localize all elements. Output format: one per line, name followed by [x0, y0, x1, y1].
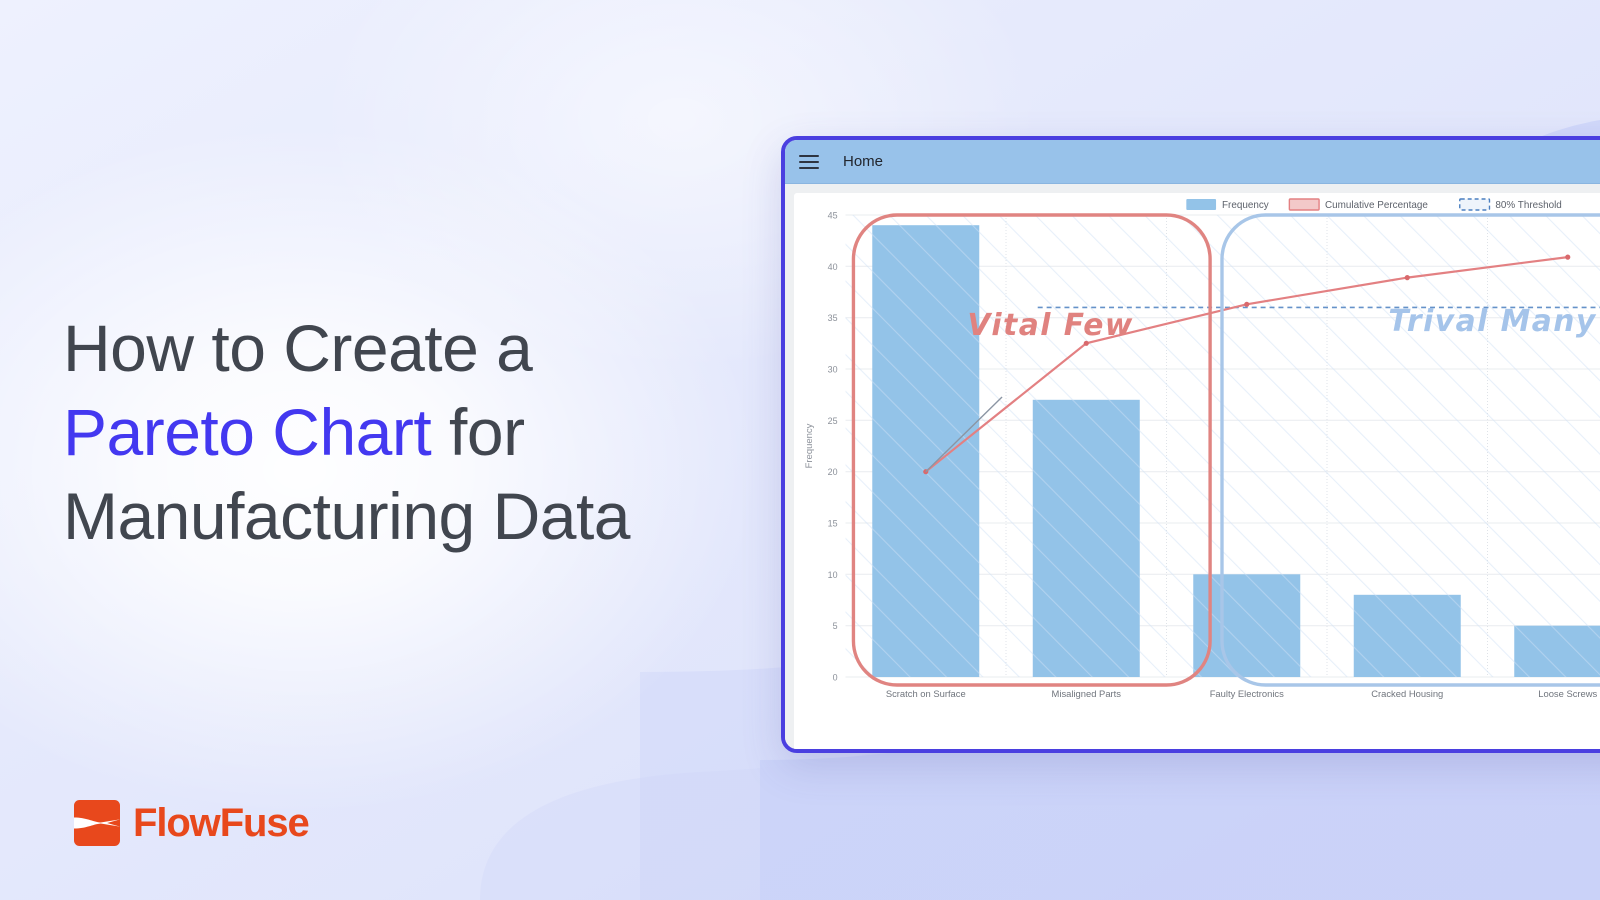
app-body: Vital Few Trival Many 45 40 35 30 25 20 … — [785, 184, 1600, 749]
y-tick-35: 35 — [828, 313, 838, 323]
y-axis-title: Frequency — [804, 423, 815, 468]
annotation-trival-many: Trival Many — [1388, 304, 1596, 339]
legend-swatch-cumulative-percentage — [1288, 198, 1320, 211]
y-tick-25: 25 — [828, 416, 838, 426]
legend-label-cumulative-percentage: Cumulative Percentage — [1325, 200, 1428, 211]
x-label-scratch-on-surface: Scratch on Surface — [886, 689, 966, 700]
title-line-3: Manufacturing Data — [63, 479, 631, 553]
x-label-misaligned-parts: Misaligned Parts — [1052, 689, 1122, 700]
x-label-cracked-housing: Cracked Housing — [1371, 689, 1443, 700]
x-axis-categories: Scratch on Surface Misaligned Parts Faul… — [886, 689, 1598, 700]
x-label-loose-screws: Loose Screws — [1538, 689, 1597, 700]
legend-swatch-80-threshold — [1459, 198, 1491, 211]
y-tick-5: 5 — [833, 621, 838, 631]
annotation-leader-line — [925, 396, 1003, 473]
y-tick-45: 45 — [828, 210, 838, 220]
title-line-2: Pareto Chart for — [63, 390, 823, 474]
y-tick-0: 0 — [833, 672, 838, 682]
y-tick-10: 10 — [828, 570, 838, 580]
legend-label-80-threshold: 80% Threshold — [1495, 200, 1561, 211]
page-title: How to Create a Pareto Chart for Manufac… — [63, 306, 823, 558]
x-label-faulty-electronics: Faulty Electronics — [1210, 689, 1284, 700]
title-line-2-rest: for — [431, 395, 525, 469]
y-tick-30: 30 — [828, 364, 838, 374]
y-tick-40: 40 — [828, 262, 838, 272]
y-axis-ticks: 45 40 35 30 25 20 15 10 5 0 — [828, 210, 838, 682]
brand-logo[interactable]: FlowFuse — [74, 800, 310, 846]
title-accent: Pareto Chart — [63, 395, 432, 469]
zone-box-vital-few — [851, 213, 1212, 687]
legend-swatch-frequency — [1186, 199, 1217, 210]
pareto-chart: Vital Few Trival Many 45 40 35 30 25 20 … — [804, 198, 1600, 700]
legend-label-frequency: Frequency — [1222, 200, 1269, 211]
chart-legend: Frequency Cumulative Percentage 80% Thre… — [1186, 198, 1562, 211]
zone-box-trival-many — [1220, 213, 1600, 687]
app-header-bar: Home — [785, 140, 1600, 184]
app-title: Home — [843, 153, 884, 170]
hamburger-menu-icon[interactable] — [799, 154, 819, 169]
chart-card: Vital Few Trival Many 45 40 35 30 25 20 … — [794, 193, 1600, 749]
title-line-1: How to Create a — [63, 311, 533, 385]
annotation-vital-few: Vital Few — [967, 308, 1133, 343]
brand-name: FlowFuse — [133, 801, 310, 845]
y-tick-20: 20 — [828, 467, 838, 477]
y-tick-15: 15 — [828, 518, 838, 528]
app-window-mockup: Home — [781, 136, 1600, 753]
flowfuse-logo-icon — [74, 800, 120, 846]
